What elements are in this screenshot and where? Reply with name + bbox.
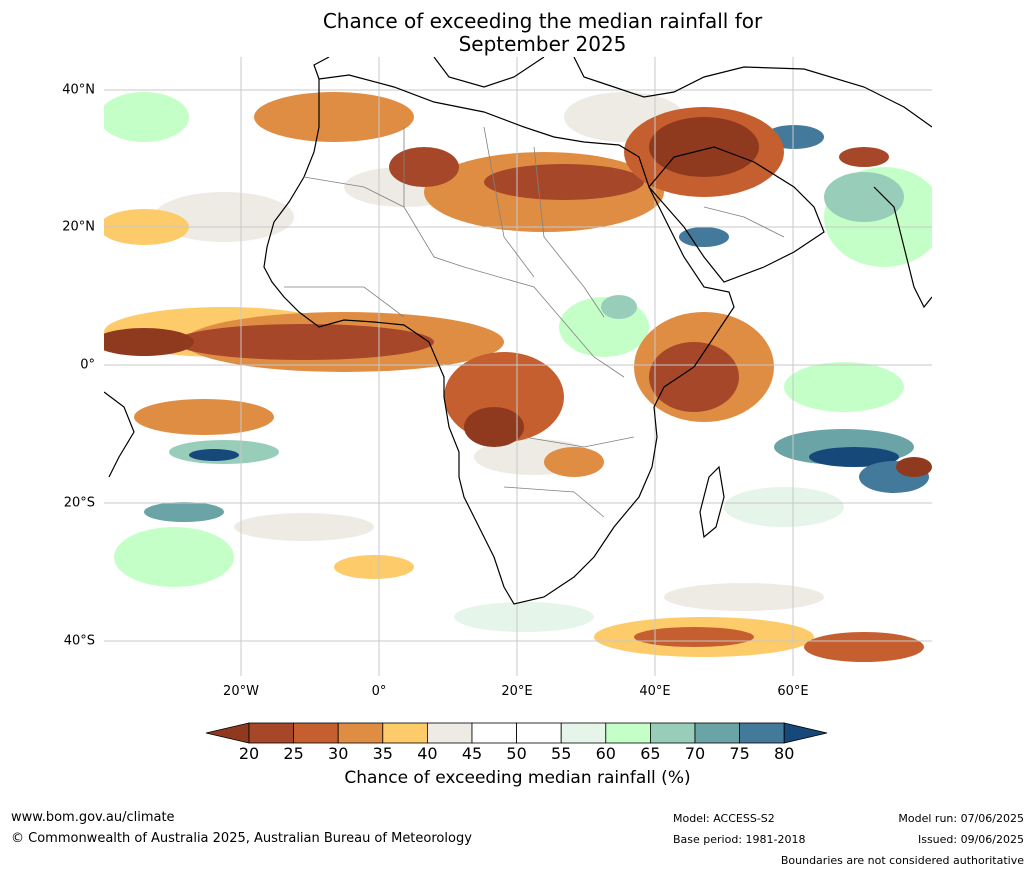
colorbar-tick-label: 50 bbox=[506, 744, 527, 763]
colorbar-segment bbox=[516, 722, 562, 744]
map-svg bbox=[104, 57, 932, 676]
colorbar-tick-label: 60 bbox=[595, 744, 616, 763]
colorbar bbox=[205, 722, 828, 744]
lat-label-40s: 40°S bbox=[63, 633, 95, 649]
issued-text: Issued: 09/06/2025 bbox=[917, 833, 1024, 846]
colorbar-tick-label: 40 bbox=[417, 744, 438, 763]
colorbar-tick-label: 35 bbox=[372, 744, 393, 763]
colorbar-segment bbox=[471, 722, 517, 744]
lat-label-20s: 20°S bbox=[63, 495, 95, 511]
colorbar-segment bbox=[293, 722, 339, 744]
title-line-2: September 2025 bbox=[458, 32, 627, 56]
colorbar-tick-label: 20 bbox=[238, 744, 260, 763]
colorbar-segment bbox=[649, 722, 696, 744]
colorbar-tick-label: 75 bbox=[729, 744, 750, 763]
lon-label-40e: 40°E bbox=[639, 684, 671, 699]
base-period-text: Base period: 1981-2018 bbox=[673, 833, 806, 846]
coastlines bbox=[104, 57, 932, 605]
lon-label-20w: 20°W bbox=[223, 684, 259, 699]
lon-label-20e: 20°E bbox=[501, 684, 533, 699]
colorbar-segment bbox=[382, 722, 428, 744]
colorbar-tick-label: 30 bbox=[328, 744, 349, 763]
colorbar-segment bbox=[560, 722, 607, 744]
colorbar-extend-high bbox=[783, 722, 828, 744]
colorbar-segment bbox=[605, 722, 651, 744]
lat-label-20n: 20°N bbox=[62, 219, 95, 235]
colorbar-tick-label: 25 bbox=[283, 744, 304, 763]
lat-label-40n: 40°N bbox=[62, 82, 95, 98]
colorbar-label: Chance of exceeding median rainfall (%) bbox=[344, 768, 691, 788]
colorbar-segment bbox=[739, 722, 785, 744]
probability-fill bbox=[104, 92, 932, 662]
colorbar-segment bbox=[337, 722, 384, 744]
lon-label-0: 0° bbox=[371, 684, 387, 699]
rainfall-map[interactable] bbox=[104, 57, 932, 676]
lat-label-0: 0° bbox=[80, 357, 95, 373]
colorbar-segment bbox=[694, 722, 740, 744]
model-text: Model: ACCESS-S2 bbox=[673, 812, 775, 825]
country-borders bbox=[284, 126, 785, 518]
colorbar-segment bbox=[426, 722, 473, 744]
copyright-text: © Commonwealth of Australia 2025, Austra… bbox=[11, 831, 472, 846]
colorbar-extend-low bbox=[205, 722, 250, 744]
title-line-1: Chance of exceeding the median rainfall … bbox=[322, 9, 763, 33]
disclaimer-text: Boundaries are not considered authoritat… bbox=[780, 854, 1024, 867]
colorbar-tick-label: 80 bbox=[774, 744, 795, 763]
colorbar-tick-label: 65 bbox=[640, 744, 661, 763]
colorbar-tick-label: 45 bbox=[461, 744, 483, 763]
lon-label-60e: 60°E bbox=[777, 684, 809, 699]
model-run-text: Model run: 07/06/2025 bbox=[898, 812, 1024, 825]
colorbar-tick-label: 55 bbox=[551, 744, 572, 763]
website-link[interactable]: www.bom.gov.au/climate bbox=[11, 810, 175, 825]
gridlines bbox=[104, 57, 932, 676]
chart-title: Chance of exceeding the median rainfall … bbox=[0, 10, 1035, 56]
colorbar-tick-label: 70 bbox=[684, 744, 706, 763]
colorbar-segment bbox=[248, 722, 294, 744]
